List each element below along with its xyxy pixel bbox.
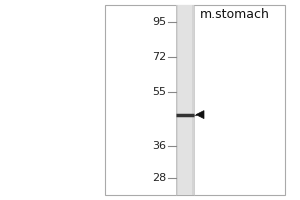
Bar [178,5,192,195]
Text: 95: 95 [152,17,166,27]
Text: 72: 72 [152,52,166,62]
Bar [176,5,194,195]
Text: 36: 36 [152,141,166,151]
Text: 28: 28 [152,173,166,183]
Text: 55: 55 [152,87,166,97]
Text: m.stomach: m.stomach [200,7,270,21]
Polygon shape [196,111,204,119]
Bar [105,5,285,195]
